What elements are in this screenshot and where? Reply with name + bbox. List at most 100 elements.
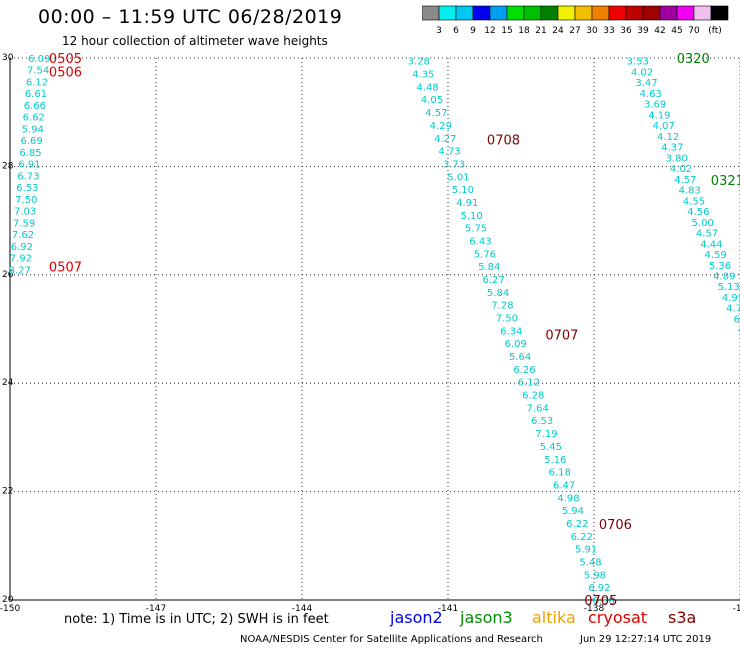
wave-height-value: 4.57	[425, 108, 447, 119]
satellite-legend-jason3: jason3	[460, 608, 513, 627]
wave-height-value: 5.98	[584, 570, 606, 581]
color-scale-label: 18	[518, 26, 530, 36]
wave-height-value: 4.59	[705, 250, 727, 261]
wave-height-value: 4.35	[412, 70, 434, 81]
wave-height-value: 3.28	[408, 57, 430, 68]
wave-height-value: 4.95	[722, 293, 740, 304]
color-scale-label: 9	[470, 26, 476, 36]
wave-height-value: 7.50	[496, 314, 518, 325]
wave-height-value: 6.62	[23, 113, 45, 124]
pass-time-label: 0321	[711, 174, 740, 189]
pass-time-label: 0708	[487, 133, 520, 148]
wave-height-value: 6.69	[20, 136, 42, 147]
wave-height-value: 6.26	[513, 365, 535, 376]
satellite-legend-s3a: s3a	[668, 608, 697, 627]
wave-height-value: 6.28	[522, 391, 544, 402]
wave-height-value: 4.73	[438, 147, 460, 158]
wave-height-value: 5.10	[452, 185, 474, 196]
y-tick-label: 28	[2, 161, 14, 171]
x-tick-label: -150	[0, 604, 20, 614]
y-tick-label: 30	[2, 53, 14, 63]
wave-height-value: 5.94	[562, 506, 584, 517]
wave-height-value: 3.53	[627, 57, 649, 68]
pass-time-label: 0505	[49, 52, 82, 67]
wave-height-value: 4.98	[557, 493, 579, 504]
wave-height-value: 4.29	[430, 121, 452, 132]
note-text: note: 1) Time is in UTC; 2) SWH is in fe…	[64, 612, 329, 627]
wave-height-value: 3.80	[666, 153, 688, 164]
wave-height-value: 7.50	[15, 195, 37, 206]
pass-time-label: 0506	[49, 66, 82, 81]
color-scale-label: 45	[671, 26, 682, 36]
track-3: 3.534.023.474.633.694.194.074.124.373.80…	[627, 57, 740, 336]
x-tick-label: -147	[146, 604, 166, 614]
wave-height-value: 4.57	[674, 175, 696, 186]
wave-height-value: 4.02	[670, 164, 692, 175]
wave-height-value: 5.91	[575, 545, 597, 556]
satellite-legend-cryosat: cryosat	[588, 608, 648, 627]
wave-height-value: 4.12	[657, 132, 679, 143]
wave-height-value: 4.55	[683, 196, 705, 207]
color-scale-label: 12	[484, 26, 495, 36]
wave-height-value: 5.94	[22, 124, 44, 135]
x-tick-label: -13	[733, 604, 740, 614]
wave-height-value: 3.73	[443, 159, 465, 170]
wave-height-value: 3.69	[644, 100, 666, 111]
color-scale-label: 24	[552, 26, 564, 36]
wave-height-value: 6.27	[483, 275, 505, 286]
wave-height-value: 5.76	[474, 249, 496, 260]
wave-height-value: 6.22	[571, 532, 593, 543]
wave-height-value: 5.10	[461, 211, 483, 222]
wave-height-value: 4.05	[421, 95, 443, 106]
wave-height-value: 6.38	[593, 596, 615, 607]
wave-height-value: 6.53	[16, 183, 38, 194]
wave-height-value: 4.72	[726, 304, 740, 315]
satellite-legend-altika: altika	[532, 608, 576, 627]
wave-height-value: 5.75	[465, 224, 487, 235]
color-scale-unit: (ft)	[708, 26, 722, 36]
pass-time-label: 0706	[599, 518, 632, 533]
wave-height-value: 6.66	[24, 101, 46, 112]
wave-height-value: 4.89	[713, 272, 735, 283]
color-scale-label: 27	[569, 26, 580, 36]
color-scale-label: 36	[620, 26, 632, 36]
wave-height-value: 6.18	[549, 468, 571, 479]
wave-height-value: 6.09	[505, 339, 527, 350]
color-scale-label: 6	[453, 26, 459, 36]
pass-time-label: 0705	[584, 594, 617, 609]
wave-height-value: 6.43	[469, 236, 491, 247]
wave-height-value: 5.45	[540, 442, 562, 453]
generation-timestamp: Jun 29 12:27:14 UTC 2019	[580, 634, 712, 645]
wave-height-value: 6.09	[28, 54, 50, 65]
y-tick-label: 24	[2, 378, 14, 388]
wave-height-value: 5.00	[692, 218, 714, 229]
y-tick-label: 20	[2, 595, 14, 605]
y-tick-label: 26	[2, 270, 14, 280]
wave-height-value: 4.56	[687, 207, 709, 218]
wave-height-value: 7.59	[13, 218, 35, 229]
wave-height-value: 6.12	[518, 378, 540, 389]
wave-height-value: 4.83	[679, 186, 701, 197]
credit-text: NOAA/NESDIS Center for Satellite Applica…	[240, 634, 543, 645]
wave-height-value: 6.22	[566, 519, 588, 530]
track-1: 6.097.546.126.616.666.625.946.696.856.91…	[9, 54, 51, 276]
wave-height-value: 4.91	[456, 198, 478, 209]
wave-height-value: 6.85	[19, 148, 41, 159]
color-scale-legend: 3 6 9 12 15 18 21 24 27 30 33 36 39 42 45 70 (ft)	[422, 5, 729, 36]
wave-height-value: 4.02	[631, 67, 653, 78]
color-scale-label: 42	[654, 26, 665, 36]
wave-height-value: 5.16	[544, 455, 566, 466]
wave-height-value: 6.61	[25, 89, 47, 100]
color-scale-label: 33	[603, 26, 614, 36]
wave-height-value: 7.92	[10, 254, 32, 265]
wave-height-value: 4.44	[700, 239, 722, 250]
wave-height-value: 7.19	[535, 429, 557, 440]
color-scale-label: 39	[637, 26, 649, 36]
wave-height-value: 6.73	[17, 171, 39, 182]
y-tick-label: 22	[2, 487, 13, 497]
wave-height-value: 4.48	[416, 82, 438, 93]
pass-time-label: 0507	[49, 261, 82, 276]
wave-height-value: 3.47	[635, 78, 657, 89]
wave-height-value: 6.92	[11, 242, 33, 253]
